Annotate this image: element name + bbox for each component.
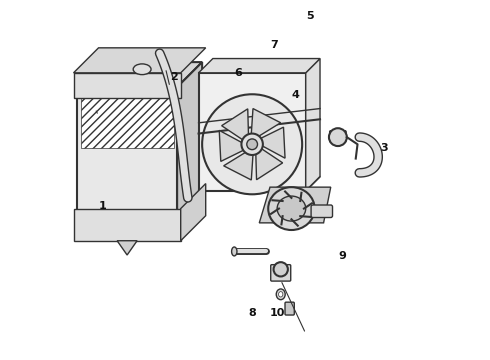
Text: 3: 3 [381,143,389,153]
Text: 2: 2 [170,72,178,82]
Polygon shape [77,62,202,87]
FancyBboxPatch shape [285,302,294,315]
Polygon shape [306,59,320,191]
Circle shape [247,139,258,150]
Polygon shape [74,48,206,73]
Polygon shape [74,73,181,98]
Circle shape [242,134,263,155]
Polygon shape [198,59,320,73]
Text: 10: 10 [270,308,285,318]
Text: 8: 8 [248,308,256,318]
Polygon shape [219,130,245,161]
FancyBboxPatch shape [270,265,291,281]
Ellipse shape [276,289,285,300]
Ellipse shape [133,64,151,75]
Polygon shape [259,127,285,158]
Polygon shape [74,208,181,241]
Polygon shape [223,150,253,180]
Polygon shape [117,241,137,255]
Text: 5: 5 [306,11,313,21]
Text: 7: 7 [270,40,278,50]
Polygon shape [256,149,283,180]
Polygon shape [259,187,331,223]
Circle shape [329,128,347,146]
Polygon shape [251,109,281,138]
Polygon shape [181,184,206,241]
Ellipse shape [232,247,237,256]
Circle shape [202,94,302,194]
Text: 9: 9 [338,251,346,261]
Polygon shape [177,62,202,223]
Text: 1: 1 [98,201,106,211]
Ellipse shape [268,187,315,230]
Text: 6: 6 [234,68,242,78]
Text: 4: 4 [292,90,299,100]
Polygon shape [198,73,306,191]
FancyBboxPatch shape [330,131,346,142]
Polygon shape [221,109,248,140]
Ellipse shape [273,262,288,276]
Polygon shape [77,87,177,223]
Ellipse shape [277,196,306,221]
Ellipse shape [279,292,283,297]
Polygon shape [81,91,173,148]
FancyBboxPatch shape [311,205,333,217]
